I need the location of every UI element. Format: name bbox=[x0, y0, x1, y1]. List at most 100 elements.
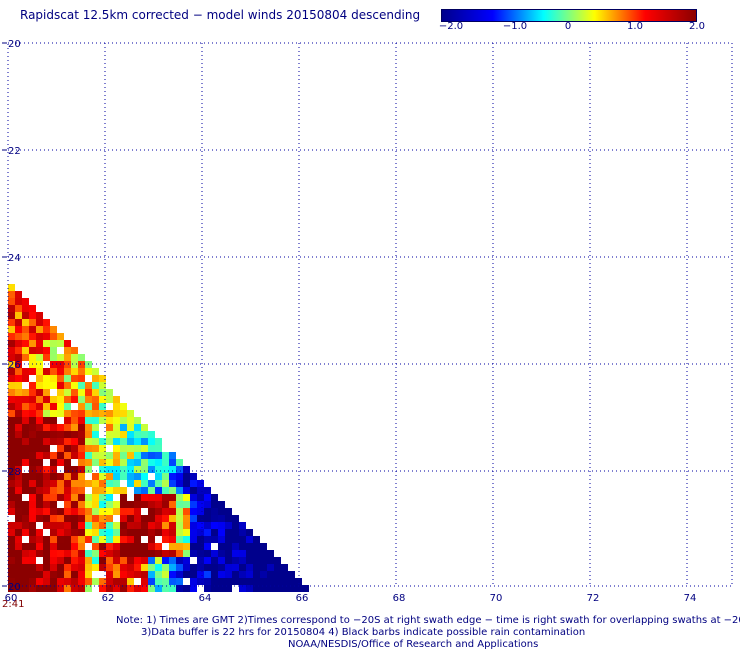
swath-cell bbox=[127, 445, 134, 452]
swath-cell bbox=[50, 564, 57, 571]
swath-cell bbox=[92, 438, 99, 445]
swath-cell bbox=[64, 529, 71, 536]
swath-cell bbox=[15, 550, 22, 557]
swath-cell bbox=[141, 515, 148, 522]
swath-cell bbox=[50, 487, 57, 494]
swath-cell bbox=[134, 585, 141, 592]
swath-cell bbox=[71, 564, 78, 571]
swath-cell bbox=[8, 452, 15, 459]
swath-cell bbox=[176, 459, 183, 466]
swath-cell bbox=[15, 361, 22, 368]
swath-cell bbox=[71, 578, 78, 585]
lat-tick-label: 24 bbox=[8, 253, 21, 264]
swath-cell bbox=[71, 431, 78, 438]
swath-cell bbox=[50, 424, 57, 431]
swath-cell bbox=[141, 529, 148, 536]
swath-cell bbox=[22, 354, 29, 361]
swath-cell bbox=[127, 424, 134, 431]
swath-cell bbox=[148, 445, 155, 452]
swath-cell bbox=[106, 480, 113, 487]
swath-cell bbox=[106, 536, 113, 543]
swath-cell bbox=[197, 550, 204, 557]
swath-cell bbox=[106, 438, 113, 445]
swath-cell bbox=[141, 501, 148, 508]
swath-cell bbox=[267, 557, 274, 564]
swath-cell bbox=[8, 543, 15, 550]
swath-cell bbox=[183, 473, 190, 480]
swath-cell bbox=[211, 508, 218, 515]
swath-cell bbox=[15, 305, 22, 312]
swath-cell bbox=[148, 480, 155, 487]
swath-cell bbox=[302, 585, 309, 592]
swath-cell bbox=[253, 550, 260, 557]
swath-cell bbox=[29, 445, 36, 452]
swath-cell bbox=[50, 340, 57, 347]
swath-cell bbox=[64, 585, 71, 592]
swath-cell bbox=[78, 466, 85, 473]
lon-tick-label: 64 bbox=[199, 593, 212, 604]
swath-cell bbox=[190, 508, 197, 515]
swath-cell bbox=[190, 494, 197, 501]
swath-cell bbox=[134, 529, 141, 536]
swath-cell bbox=[71, 452, 78, 459]
swath-cell bbox=[127, 480, 134, 487]
swath-cell bbox=[155, 445, 162, 452]
swath-cell bbox=[197, 480, 204, 487]
swath-cell bbox=[43, 431, 50, 438]
swath-cell bbox=[29, 508, 36, 515]
lat-tick-label: 26 bbox=[8, 360, 21, 371]
swath-cell bbox=[57, 571, 64, 578]
swath-cell bbox=[162, 452, 169, 459]
swath-cell bbox=[162, 550, 169, 557]
swath-cell bbox=[50, 382, 57, 389]
swath-cell bbox=[50, 333, 57, 340]
swath-cell bbox=[92, 417, 99, 424]
swath-cell bbox=[281, 564, 288, 571]
swath-cell bbox=[22, 557, 29, 564]
swath-cell bbox=[204, 571, 211, 578]
swath-cell bbox=[71, 354, 78, 361]
swath-cell bbox=[92, 368, 99, 375]
swath-cell bbox=[190, 536, 197, 543]
swath-cell bbox=[29, 382, 36, 389]
swath-cell bbox=[22, 389, 29, 396]
swath-cell bbox=[22, 501, 29, 508]
swath-cell bbox=[155, 585, 162, 592]
swath-cell bbox=[211, 571, 218, 578]
swath-cell bbox=[190, 550, 197, 557]
swath-cell bbox=[8, 480, 15, 487]
swath-cell bbox=[127, 417, 134, 424]
swath-cell bbox=[99, 494, 106, 501]
swath-cell bbox=[148, 459, 155, 466]
swath-cell bbox=[127, 571, 134, 578]
swath-cell bbox=[246, 529, 253, 536]
swath-cell bbox=[85, 459, 92, 466]
swath-cell bbox=[281, 578, 288, 585]
swath-cell bbox=[71, 501, 78, 508]
swath-cell bbox=[57, 431, 64, 438]
swath-cell bbox=[176, 515, 183, 522]
swath-cell bbox=[134, 501, 141, 508]
swath-cell bbox=[99, 550, 106, 557]
swath-cell bbox=[162, 508, 169, 515]
swath-cell bbox=[99, 410, 106, 417]
swath-cell bbox=[260, 543, 267, 550]
swath-cell bbox=[92, 431, 99, 438]
swath-cell bbox=[15, 291, 22, 298]
swath-cell bbox=[8, 403, 15, 410]
swath-cell bbox=[15, 333, 22, 340]
swath-cell bbox=[155, 438, 162, 445]
swath-cell bbox=[8, 361, 15, 368]
swath-cell bbox=[204, 501, 211, 508]
swath-cell bbox=[36, 487, 43, 494]
swath-cell bbox=[64, 368, 71, 375]
swath-cell bbox=[92, 508, 99, 515]
swath-cell bbox=[106, 529, 113, 536]
swath-cell bbox=[113, 459, 120, 466]
swath-cell bbox=[8, 396, 15, 403]
swath-cell bbox=[85, 571, 92, 578]
swath-cell bbox=[92, 550, 99, 557]
swath-cell bbox=[148, 438, 155, 445]
swath-cell bbox=[15, 536, 22, 543]
colorbar-tick-label: 2.0 bbox=[689, 21, 705, 32]
